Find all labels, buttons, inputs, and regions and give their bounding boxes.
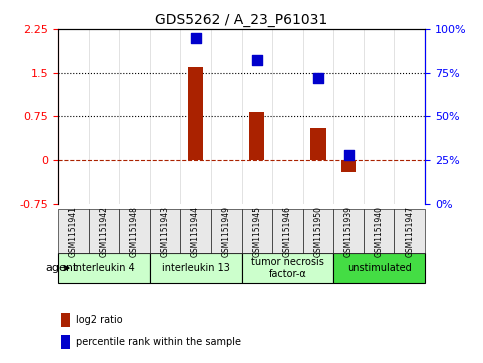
Text: GSM1151942: GSM1151942 bbox=[99, 206, 108, 257]
FancyBboxPatch shape bbox=[150, 209, 180, 253]
Point bbox=[345, 152, 353, 158]
FancyBboxPatch shape bbox=[242, 253, 333, 283]
Text: unstimulated: unstimulated bbox=[347, 263, 412, 273]
Bar bbox=[249, 112, 265, 160]
FancyBboxPatch shape bbox=[119, 209, 150, 253]
FancyBboxPatch shape bbox=[364, 209, 395, 253]
Bar bbox=[61, 313, 70, 327]
Bar bbox=[311, 128, 326, 160]
Text: GSM1151945: GSM1151945 bbox=[252, 205, 261, 257]
FancyBboxPatch shape bbox=[211, 209, 242, 253]
Bar bbox=[341, 160, 356, 172]
FancyBboxPatch shape bbox=[150, 253, 242, 283]
Point bbox=[192, 35, 199, 41]
Text: GSM1151941: GSM1151941 bbox=[69, 206, 78, 257]
Text: GSM1151939: GSM1151939 bbox=[344, 205, 353, 257]
Text: GSM1151940: GSM1151940 bbox=[375, 205, 384, 257]
Text: GSM1151943: GSM1151943 bbox=[160, 205, 170, 257]
Point bbox=[314, 75, 322, 81]
Text: GSM1151948: GSM1151948 bbox=[130, 206, 139, 257]
Title: GDS5262 / A_23_P61031: GDS5262 / A_23_P61031 bbox=[156, 13, 327, 26]
FancyBboxPatch shape bbox=[88, 209, 119, 253]
Text: GSM1151946: GSM1151946 bbox=[283, 205, 292, 257]
Text: interleukin 4: interleukin 4 bbox=[73, 263, 135, 273]
FancyBboxPatch shape bbox=[58, 253, 150, 283]
FancyBboxPatch shape bbox=[58, 209, 88, 253]
FancyBboxPatch shape bbox=[272, 209, 303, 253]
Point bbox=[253, 58, 261, 64]
Text: tumor necrosis
factor-α: tumor necrosis factor-α bbox=[251, 257, 324, 279]
FancyBboxPatch shape bbox=[333, 253, 425, 283]
FancyBboxPatch shape bbox=[303, 209, 333, 253]
Text: GSM1151949: GSM1151949 bbox=[222, 205, 231, 257]
FancyBboxPatch shape bbox=[395, 209, 425, 253]
Text: interleukin 13: interleukin 13 bbox=[162, 263, 229, 273]
Text: GSM1151947: GSM1151947 bbox=[405, 205, 414, 257]
Text: agent: agent bbox=[46, 263, 78, 273]
Text: percentile rank within the sample: percentile rank within the sample bbox=[76, 337, 242, 347]
Text: GSM1151950: GSM1151950 bbox=[313, 205, 323, 257]
Text: log2 ratio: log2 ratio bbox=[76, 315, 123, 325]
FancyBboxPatch shape bbox=[242, 209, 272, 253]
Text: GSM1151944: GSM1151944 bbox=[191, 205, 200, 257]
Bar bbox=[188, 67, 203, 160]
Bar bbox=[61, 335, 70, 349]
FancyBboxPatch shape bbox=[180, 209, 211, 253]
FancyBboxPatch shape bbox=[333, 209, 364, 253]
